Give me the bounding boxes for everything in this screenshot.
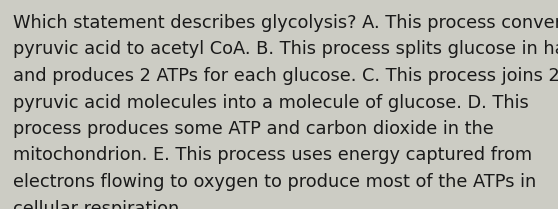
Text: process produces some ATP and carbon dioxide in the: process produces some ATP and carbon dio… bbox=[13, 120, 494, 138]
Text: pyruvic acid molecules into a molecule of glucose. D. This: pyruvic acid molecules into a molecule o… bbox=[13, 93, 529, 111]
Text: and produces 2 ATPs for each glucose. C. This process joins 2: and produces 2 ATPs for each glucose. C.… bbox=[13, 67, 558, 85]
Text: cellular respiration.: cellular respiration. bbox=[13, 200, 185, 209]
Text: pyruvic acid to acetyl CoA. B. This process splits glucose in half: pyruvic acid to acetyl CoA. B. This proc… bbox=[13, 41, 558, 59]
Text: mitochondrion. E. This process uses energy captured from: mitochondrion. E. This process uses ener… bbox=[13, 147, 532, 164]
Text: electrons flowing to oxygen to produce most of the ATPs in: electrons flowing to oxygen to produce m… bbox=[13, 173, 536, 191]
Text: Which statement describes glycolysis? A. This process converts: Which statement describes glycolysis? A.… bbox=[13, 14, 558, 32]
